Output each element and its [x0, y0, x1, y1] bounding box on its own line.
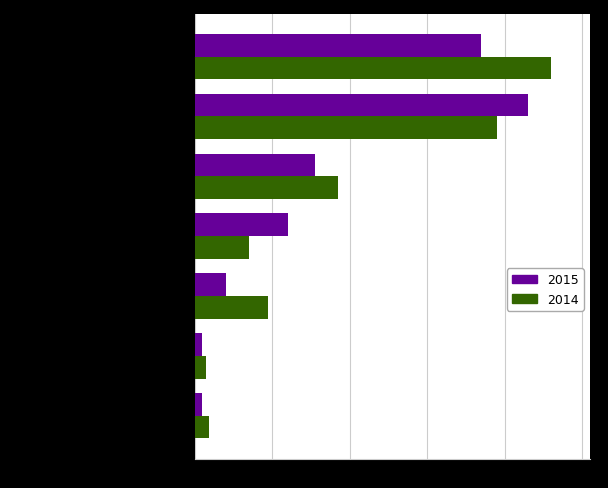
Bar [195, 35, 482, 58]
Bar [195, 237, 249, 260]
Bar [195, 117, 497, 140]
Bar [195, 177, 338, 200]
Bar [195, 416, 209, 439]
Bar [195, 296, 268, 319]
Bar [195, 356, 206, 379]
Bar [195, 154, 315, 177]
Legend: 2015, 2014: 2015, 2014 [506, 269, 584, 311]
Bar [195, 393, 202, 416]
Bar [195, 58, 551, 80]
Bar [195, 214, 288, 237]
Bar [195, 274, 226, 296]
Bar [195, 95, 528, 117]
Bar [195, 333, 202, 356]
